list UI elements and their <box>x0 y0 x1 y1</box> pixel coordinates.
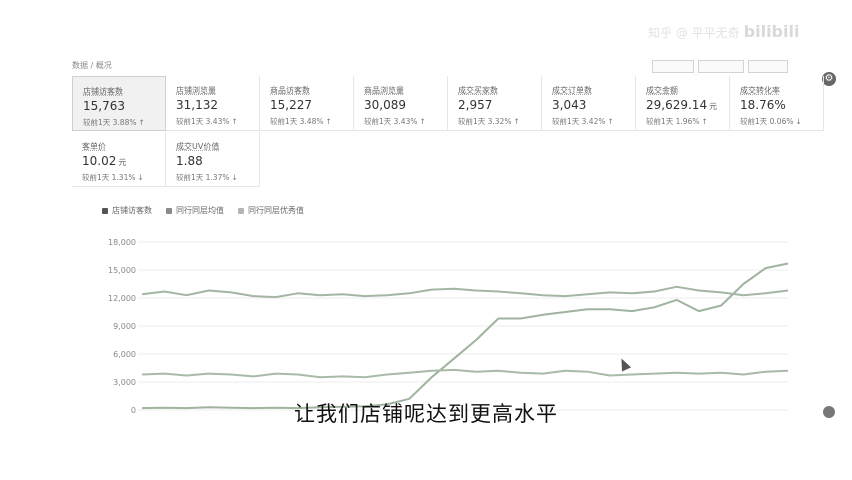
metric-value: 2,957 <box>458 98 493 112</box>
metric-value: 1.88 <box>176 154 203 168</box>
metric-value: 10.02 元 <box>82 154 127 168</box>
side-gear-icon[interactable] <box>823 406 835 418</box>
metric-card[interactable]: 商品浏览量 30,089 较前1天 3.43% ↑ <box>354 76 448 131</box>
metric-compare: 较前1天 3.88% ↑ <box>83 118 145 127</box>
metric-card[interactable]: 店铺访客数 15,763 较前1天 3.88% ↑ <box>72 76 166 131</box>
trend-arrow-icon: ↓ <box>231 173 238 182</box>
legend-label: 同行同层优秀值 <box>248 206 304 215</box>
trend-arrow-icon: ↑ <box>231 117 238 126</box>
trend-chart: 18,000 15,000 12,000 9,000 6,000 3,000 0 <box>108 238 789 415</box>
metric-card[interactable]: 客单价 10.02 元较前1天 1.31% ↓ <box>72 132 166 187</box>
metric-card[interactable]: 成交转化率 18.76% 较前1天 0.06% ↓ <box>730 76 824 131</box>
metric-label: 商品浏览量 <box>364 86 404 95</box>
legend-swatch <box>166 207 172 214</box>
bilibili-logo: bilibili <box>743 22 800 41</box>
trend-arrow-icon: ↓ <box>795 117 802 126</box>
top-toolbar: 数据 / 概况 <box>62 58 844 74</box>
date-range-button[interactable] <box>652 60 694 73</box>
y-tick-label: 18,000 <box>108 238 136 247</box>
metric-label: 成交金额 <box>646 86 678 95</box>
export-button[interactable] <box>748 60 788 73</box>
dashboard-panel: 数据 / 概况 ⚙ 店铺访客数 15,763 较前1天 3.88% ↑ 店铺浏览量 31,… <box>62 58 844 420</box>
metric-card[interactable]: 成交买家数 2,957 较前1天 3.32% ↑ <box>448 76 542 131</box>
legend-label: 店铺访客数 <box>112 206 152 215</box>
trend-arrow-icon: ↑ <box>513 117 520 126</box>
metric-label: 成交买家数 <box>458 86 498 95</box>
trend-arrow-icon: ↑ <box>325 117 332 126</box>
metric-value: 30,089 <box>364 98 406 112</box>
metric-value: 3,043 <box>552 98 587 112</box>
metric-label: 成交订单数 <box>552 86 592 95</box>
metric-value: 31,132 <box>176 98 218 112</box>
compare-button[interactable] <box>698 60 744 73</box>
y-tick-label: 15,000 <box>108 266 136 275</box>
metric-card[interactable]: 店铺浏览量 31,132 较前1天 3.43% ↑ <box>166 76 260 131</box>
metric-label: 店铺访客数 <box>83 87 123 96</box>
watermark: 知乎 @ 平平无奇 bilibili <box>648 22 799 41</box>
metric-label: 成交转化率 <box>740 86 780 95</box>
y-tick-label: 0 <box>131 406 136 415</box>
series-line-2 <box>141 368 789 379</box>
metric-label: 成交UV价值 <box>176 142 220 151</box>
legend-item[interactable]: 同行同层优秀值 <box>238 205 304 216</box>
metric-compare: 较前1天 3.42% ↑ <box>552 117 614 126</box>
trend-arrow-icon: ↑ <box>419 117 426 126</box>
metric-label: 客单价 <box>82 142 106 151</box>
metric-compare: 较前1天 0.06% ↓ <box>740 117 802 126</box>
metric-compare: 较前1天 1.37% ↓ <box>176 173 238 182</box>
video-subtitle: 让我们店铺呢达到更高水平 <box>294 402 558 426</box>
legend-label: 同行同层均值 <box>176 206 224 215</box>
metric-card[interactable]: 商品访客数 15,227 较前1天 3.48% ↑ <box>260 76 354 131</box>
legend-item[interactable]: 同行同层均值 <box>166 205 224 216</box>
trend-arrow-icon: ↓ <box>137 173 144 182</box>
metric-card[interactable]: 成交订单数 3,043 较前1天 3.42% ↑ <box>542 76 636 131</box>
metric-compare: 较前1天 3.43% ↑ <box>176 117 238 126</box>
metric-value: 18.76% <box>740 98 786 112</box>
metric-value: 29,629.14 元 <box>646 98 718 112</box>
metric-value: 15,227 <box>270 98 312 112</box>
watermark-text: 知乎 @ 平平无奇 <box>648 26 740 40</box>
metric-label: 店铺浏览量 <box>176 86 216 95</box>
metric-label: 商品访客数 <box>270 86 310 95</box>
series-line-1 <box>141 262 789 410</box>
metric-value: 15,763 <box>83 99 125 113</box>
metric-compare: 较前1天 3.48% ↑ <box>270 117 332 126</box>
legend-swatch <box>102 207 108 214</box>
trend-arrow-icon: ↑ <box>138 118 145 127</box>
legend-swatch <box>238 207 244 214</box>
y-tick-label: 6,000 <box>113 350 136 359</box>
y-tick-label: 12,000 <box>108 294 136 303</box>
settings-gear-icon[interactable]: ⚙ <box>822 72 836 86</box>
metric-card[interactable]: 成交UV价值 1.88 较前1天 1.37% ↓ <box>166 132 260 187</box>
metric-card[interactable]: 成交金额 29,629.14 元较前1天 1.96% ↑ <box>636 76 730 131</box>
y-tick-label: 9,000 <box>113 322 136 331</box>
y-tick-label: 3,000 <box>113 378 136 387</box>
series-line-3 <box>141 285 789 299</box>
chart-legend: 店铺访客数 同行同层均值 同行同层优秀值 <box>102 205 318 216</box>
metric-compare: 较前1天 1.31% ↓ <box>82 173 144 182</box>
metric-compare: 较前1天 3.43% ↑ <box>364 117 426 126</box>
trend-arrow-icon: ↑ <box>607 117 614 126</box>
trend-arrow-icon: ↑ <box>701 117 708 126</box>
breadcrumb: 数据 / 概况 <box>72 61 112 70</box>
metric-compare: 较前1天 1.96% ↑ <box>646 117 708 126</box>
metric-compare: 较前1天 3.32% ↑ <box>458 117 520 126</box>
legend-item[interactable]: 店铺访客数 <box>102 205 152 216</box>
